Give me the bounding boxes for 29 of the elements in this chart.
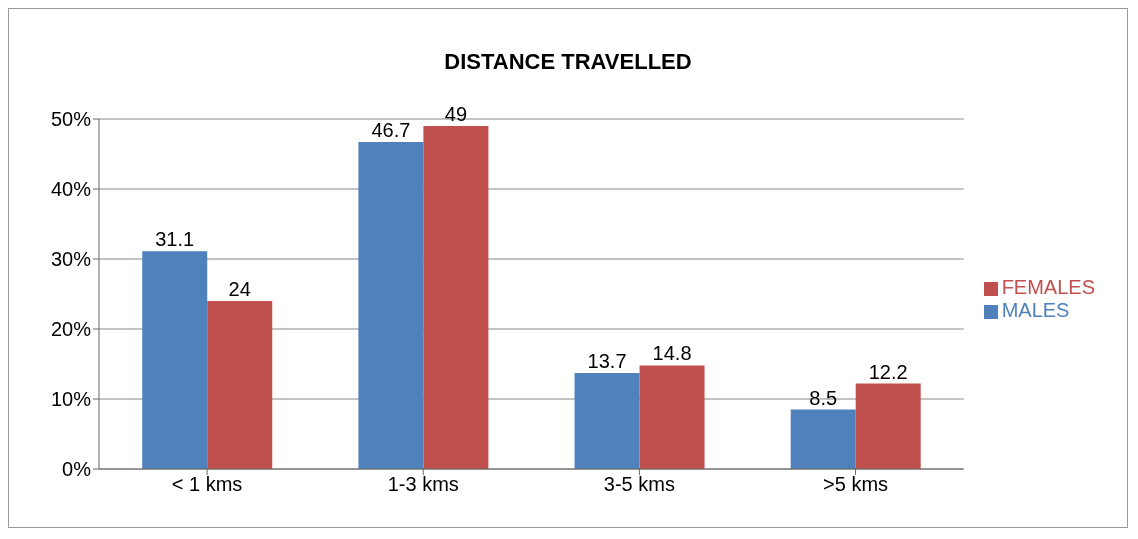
bar — [790, 409, 856, 469]
x-tick-label: >5 kms — [823, 473, 889, 496]
bar — [207, 301, 273, 469]
y-tick-label: 20% — [50, 318, 92, 341]
legend-label: MALES — [1001, 299, 1070, 321]
data-label: 31.1 — [155, 228, 195, 251]
x-tick-label: 1-3 kms — [387, 473, 459, 496]
bar — [855, 383, 921, 469]
y-tick-label: 10% — [50, 388, 92, 411]
data-label: 24 — [228, 278, 251, 300]
data-label: 14.8 — [652, 342, 692, 365]
data-label: 13.7 — [587, 350, 627, 373]
y-tick-label: 0% — [62, 458, 92, 481]
chart-title: DISTANCE TRAVELLED — [443, 48, 693, 76]
x-tick-label: 3-5 kms — [603, 473, 675, 496]
y-tick-label: 30% — [50, 248, 92, 271]
bar — [142, 251, 208, 469]
bar — [639, 365, 705, 469]
x-tick-label: < 1 kms — [171, 473, 243, 496]
bar — [423, 126, 489, 469]
data-label: 49 — [444, 103, 468, 125]
bar — [358, 142, 424, 469]
y-tick-label: 50% — [50, 108, 92, 131]
data-label: 12.2 — [868, 360, 908, 383]
legend-label: FEMALES — [1001, 276, 1095, 298]
data-label: 46.7 — [371, 119, 411, 142]
bar — [574, 373, 640, 469]
data-label: 8.5 — [809, 386, 838, 409]
y-tick-label: 40% — [50, 178, 92, 201]
